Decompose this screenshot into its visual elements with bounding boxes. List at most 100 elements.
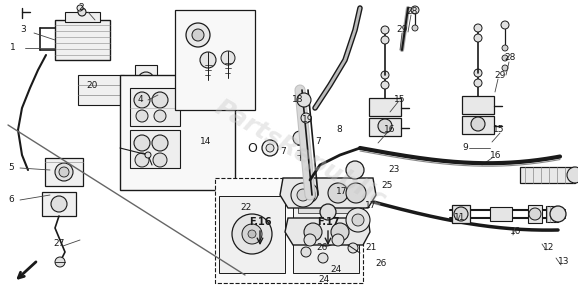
Text: 1: 1 (10, 44, 16, 52)
Circle shape (186, 23, 210, 47)
Circle shape (348, 243, 358, 253)
Circle shape (381, 71, 389, 79)
Circle shape (318, 253, 328, 263)
Circle shape (550, 206, 566, 222)
Bar (369, 118, 401, 136)
Circle shape (381, 81, 389, 89)
Text: 10: 10 (510, 228, 521, 237)
Circle shape (502, 65, 508, 71)
Bar (120, 75, 235, 190)
Text: 11: 11 (454, 213, 465, 223)
Circle shape (59, 167, 69, 177)
Text: 6: 6 (8, 195, 14, 205)
Circle shape (297, 189, 309, 201)
Circle shape (346, 183, 366, 203)
Text: 15: 15 (394, 96, 406, 104)
Text: 22: 22 (240, 204, 251, 213)
Circle shape (266, 196, 274, 204)
Text: 28: 28 (504, 54, 516, 62)
Text: 25: 25 (381, 181, 392, 191)
Bar (369, 98, 401, 116)
Circle shape (192, 29, 204, 41)
Circle shape (154, 110, 166, 122)
Text: 27: 27 (53, 239, 64, 249)
Circle shape (304, 234, 316, 246)
Text: 14: 14 (200, 138, 212, 147)
Circle shape (221, 51, 235, 65)
Circle shape (352, 214, 364, 226)
Bar (293, 196, 359, 273)
Bar (215, 178, 363, 283)
Text: PartsRepublic: PartsRepublic (211, 95, 390, 213)
Text: 4: 4 (138, 96, 143, 104)
Text: 24: 24 (330, 266, 341, 274)
Circle shape (138, 72, 154, 88)
Circle shape (142, 76, 150, 84)
Circle shape (501, 21, 509, 29)
Text: 7: 7 (315, 138, 321, 147)
Circle shape (502, 45, 508, 51)
Bar (490, 207, 512, 221)
Circle shape (134, 92, 150, 108)
Circle shape (454, 207, 468, 221)
Circle shape (242, 224, 262, 244)
Text: 24: 24 (318, 276, 329, 284)
Circle shape (378, 119, 392, 133)
Text: 9: 9 (462, 144, 468, 152)
Circle shape (55, 163, 73, 181)
Text: 17: 17 (336, 187, 347, 197)
Circle shape (145, 152, 151, 158)
Circle shape (331, 223, 349, 241)
Circle shape (471, 117, 485, 131)
Circle shape (262, 140, 278, 156)
Bar (55, 20, 110, 60)
Text: 29: 29 (494, 72, 505, 81)
Circle shape (346, 161, 364, 179)
Circle shape (51, 196, 67, 212)
Text: 19: 19 (302, 115, 313, 125)
Circle shape (502, 55, 508, 61)
Circle shape (321, 229, 331, 239)
Bar (78, 75, 124, 105)
Bar (462, 116, 494, 134)
Bar (219, 196, 285, 273)
Circle shape (152, 135, 168, 151)
Text: O: O (247, 141, 257, 155)
Circle shape (297, 93, 311, 107)
Circle shape (291, 183, 315, 207)
Bar (298, 201, 354, 213)
Text: 17: 17 (365, 200, 376, 210)
Text: 18: 18 (292, 96, 303, 104)
Text: 21: 21 (365, 244, 376, 252)
Bar (175, 10, 255, 110)
Text: 26: 26 (316, 244, 327, 252)
Bar (462, 96, 494, 114)
Text: 8: 8 (336, 126, 342, 134)
Circle shape (346, 208, 370, 232)
Circle shape (304, 223, 322, 241)
Circle shape (381, 26, 389, 34)
Circle shape (411, 6, 419, 14)
Bar (528, 205, 542, 223)
Circle shape (55, 257, 65, 267)
Text: 5: 5 (8, 163, 14, 173)
Circle shape (135, 153, 149, 167)
Text: F.17: F.17 (317, 217, 339, 227)
Text: 20: 20 (86, 81, 97, 91)
Circle shape (474, 69, 482, 77)
Text: 23: 23 (388, 165, 399, 175)
Circle shape (232, 214, 272, 254)
Circle shape (412, 25, 418, 31)
Circle shape (266, 144, 274, 152)
Text: 7: 7 (280, 147, 286, 157)
Circle shape (301, 113, 311, 123)
Text: 3: 3 (20, 25, 26, 35)
Text: 29: 29 (396, 25, 407, 35)
Circle shape (152, 92, 168, 108)
Circle shape (134, 135, 150, 151)
Circle shape (474, 79, 482, 87)
Text: 2: 2 (78, 4, 84, 12)
Text: 16: 16 (384, 126, 395, 134)
Bar (42, 192, 76, 216)
Bar (520, 167, 575, 183)
